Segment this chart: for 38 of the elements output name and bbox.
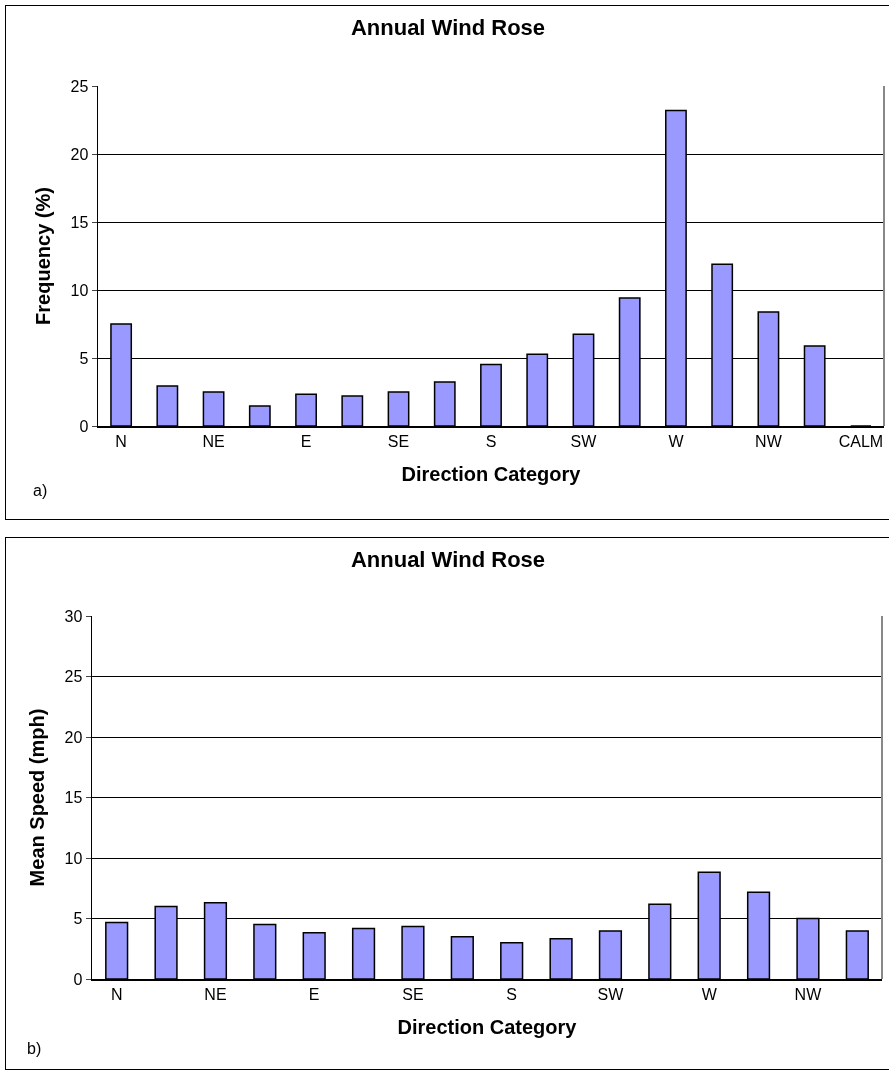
- x-tick-label: E: [308, 985, 320, 1003]
- y-tick-label: 0: [73, 970, 83, 988]
- x-tick-label: SE: [402, 985, 424, 1003]
- y-tick-label: 20: [70, 145, 89, 163]
- y-tick-label: 0: [79, 417, 89, 435]
- x-tick-label: W: [668, 432, 685, 450]
- x-tick-label: SE: [387, 432, 410, 450]
- x-tick-label: NE: [202, 432, 225, 450]
- y-tick-label: 10: [70, 281, 89, 299]
- x-tick-label: N: [110, 985, 123, 1003]
- text: b): [27, 1040, 42, 1057]
- y-tick-label: 5: [73, 910, 83, 928]
- y-tick-label: 5: [79, 349, 89, 367]
- x-axis-title: Direction Category: [401, 462, 582, 485]
- chart-title: Annual Wind Rose: [350, 15, 546, 41]
- x-tick-label: NE: [204, 985, 227, 1003]
- y-tick-label: 25: [64, 668, 83, 686]
- x-tick-label: CALM: [838, 432, 884, 450]
- x-tick-label: S: [506, 985, 518, 1003]
- y-tick-label: 20: [64, 728, 83, 746]
- y-axis-title: Frequency (%): [32, 187, 55, 325]
- y-tick-label: 15: [70, 213, 89, 231]
- x-tick-label: S: [485, 432, 497, 450]
- y-tick-label: 25: [70, 77, 89, 95]
- y-tick-label: 30: [64, 607, 83, 625]
- x-tick-label: W: [701, 985, 718, 1003]
- x-tick-label: N: [115, 432, 127, 450]
- y-tick-label: 15: [64, 789, 83, 807]
- chart-title: Annual Wind Rose: [350, 547, 546, 573]
- x-tick-label: NW: [755, 432, 783, 450]
- x-tick-label: SW: [597, 985, 625, 1003]
- x-tick-label: NW: [794, 985, 823, 1003]
- x-tick-label: E: [300, 432, 312, 450]
- x-axis-title: Direction Category: [397, 1015, 578, 1038]
- y-axis-title: Mean Speed (mph): [26, 708, 49, 887]
- text: a): [33, 482, 48, 499]
- y-tick-label: 10: [64, 849, 83, 867]
- x-tick-label: SW: [570, 432, 598, 450]
